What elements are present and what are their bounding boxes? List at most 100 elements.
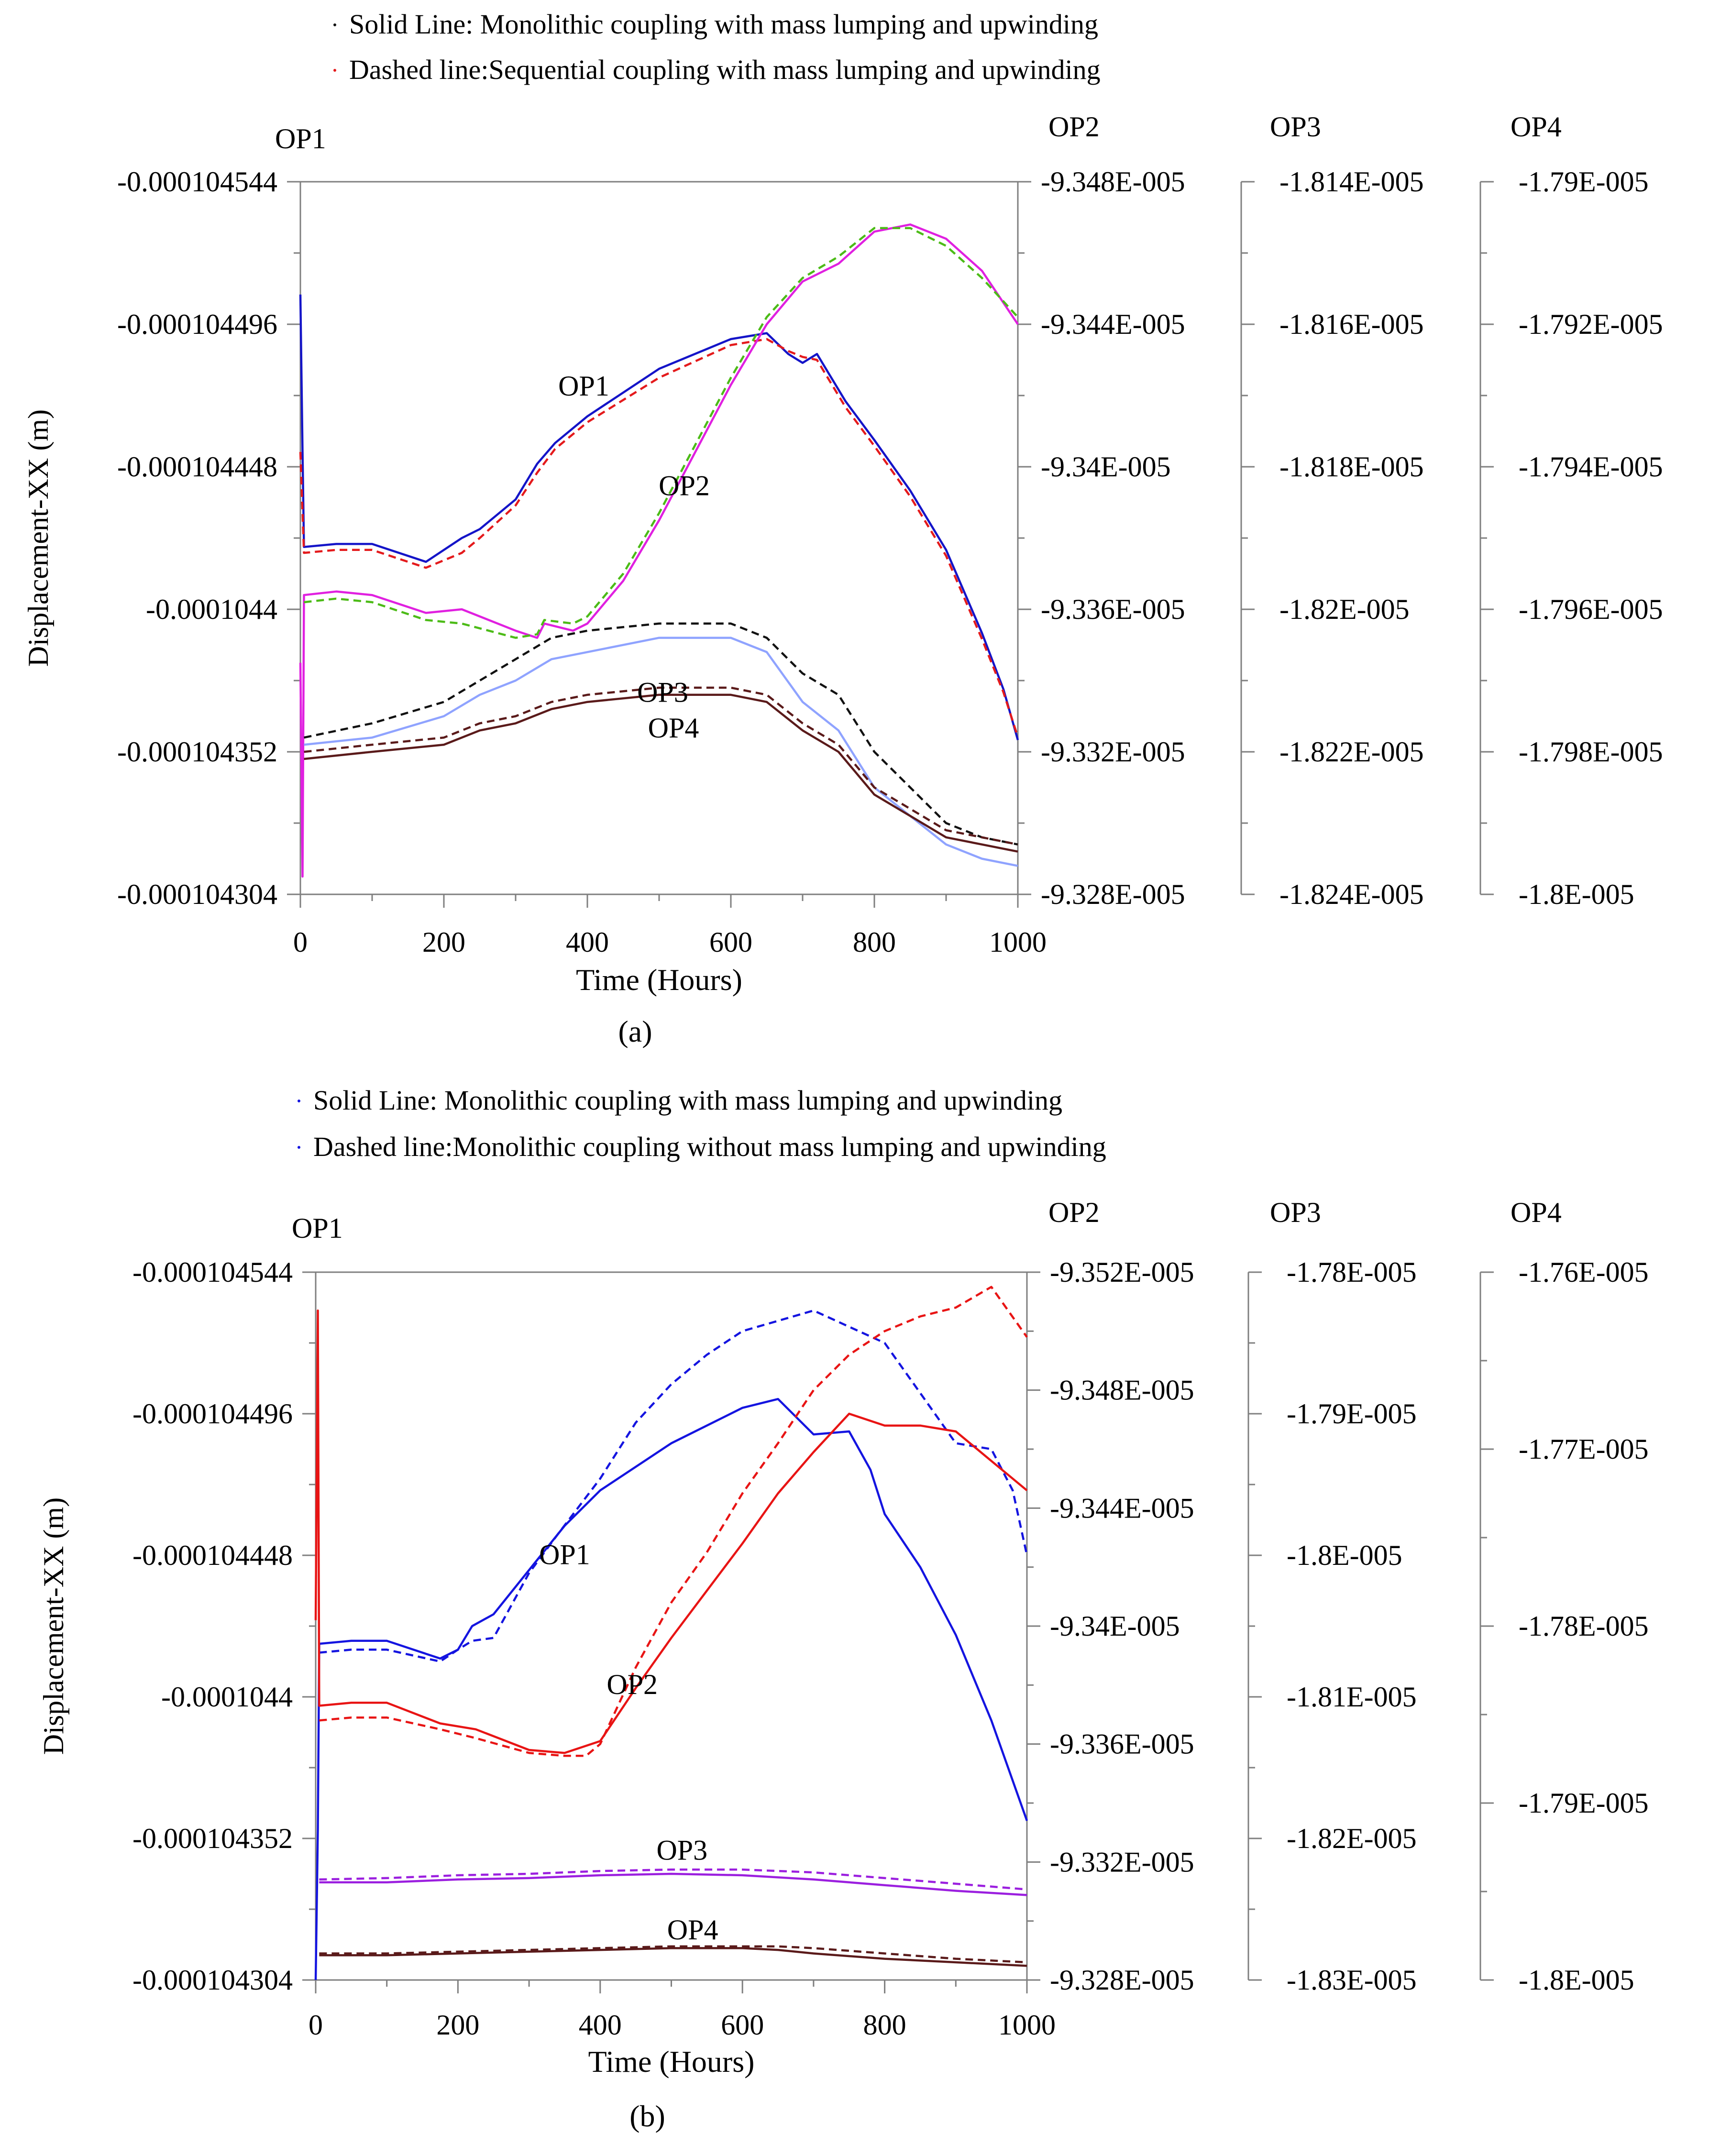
series-line-op3-solid xyxy=(319,1872,1027,1896)
annotation-op1: OP1 xyxy=(539,1539,590,1571)
tick-label: -1.79E-005 xyxy=(1519,166,1649,198)
series-group xyxy=(314,1286,1028,1980)
tick-label: -9.332E-005 xyxy=(1050,1846,1194,1878)
panel-label: (a) xyxy=(618,1014,652,1048)
annotation-op3: OP3 xyxy=(656,1834,707,1866)
annotation-op4: OP4 xyxy=(667,1914,718,1946)
y-axis-op2: -9.348E-005 -9.344E-005 -9.34E-005 -9.336E-… xyxy=(1018,111,1185,910)
series-line-op3-solid xyxy=(304,637,1018,867)
tick-label: -0.0001044 xyxy=(161,1681,293,1713)
axis-title: OP2 xyxy=(1048,1197,1100,1228)
tick-label: -9.336E-005 xyxy=(1050,1728,1194,1760)
tick-label: -1.818E-005 xyxy=(1279,451,1424,483)
tick-label: -1.77E-005 xyxy=(1519,1433,1649,1465)
legend-entry: Dashed line:Sequential coupling with mas… xyxy=(349,54,1101,85)
tick-label: -9.328E-005 xyxy=(1041,879,1185,910)
y-axis-op4: -1.79E-005 -1.792E-005 -1.794E-005 -1.796E-… xyxy=(1479,111,1663,910)
tick-label: -9.348E-005 xyxy=(1050,1375,1194,1406)
tick-label: -1.79E-005 xyxy=(1519,1787,1649,1819)
series-line-op2-solid xyxy=(314,1309,1028,1754)
tick-label: -1.798E-005 xyxy=(1519,736,1663,768)
tick-label: -0.000104304 xyxy=(132,1964,293,1996)
annotation-op3: OP3 xyxy=(637,677,688,708)
x-tick-label: 400 xyxy=(579,2009,622,2041)
panel-label: (b) xyxy=(629,2099,665,2133)
tick-label: -1.824E-005 xyxy=(1279,879,1424,910)
annotation-op2: OP2 xyxy=(659,470,710,502)
axis-title: OP1 xyxy=(275,123,326,154)
tick-label: -0.0001044 xyxy=(146,594,277,625)
tick-label: -1.78E-005 xyxy=(1519,1610,1649,1642)
axis-title: OP1 xyxy=(292,1212,343,1244)
legend-entry: Solid Line: Monolithic coupling with mas… xyxy=(349,9,1098,40)
tick-label: -1.81E-005 xyxy=(1287,1681,1417,1713)
y-axis-label: Displacement-XX (m) xyxy=(38,1497,69,1755)
series-line-op2-dashed xyxy=(304,227,1019,639)
y-axis-op1: -0.000104544 -0.000104496 -0.000104448 -0.0… xyxy=(117,123,326,910)
x-tick-label: 800 xyxy=(863,2009,906,2041)
tick-label: -1.822E-005 xyxy=(1279,736,1424,768)
axis-title: OP3 xyxy=(1270,1197,1321,1228)
x-tick-label: 600 xyxy=(709,926,752,958)
tick-label: -0.000104544 xyxy=(132,1256,293,1288)
x-tick-label: 400 xyxy=(566,926,609,958)
tick-label: -9.34E-005 xyxy=(1041,451,1171,483)
tick-label: -1.82E-005 xyxy=(1279,594,1410,625)
y-axis-op2: -9.352E-005 -9.348E-005 -9.344E-005 -9.34E-… xyxy=(1027,1197,1194,1996)
annotation-op4: OP4 xyxy=(648,712,699,744)
legend-entry: Dashed line:Monolithic coupling without … xyxy=(313,1131,1106,1162)
tick-label: -0.000104496 xyxy=(117,308,277,340)
x-tick-label: 200 xyxy=(436,2009,479,2041)
tick-label: -1.8E-005 xyxy=(1519,879,1634,910)
x-tick-label: 0 xyxy=(293,926,308,958)
legend-marker xyxy=(333,23,336,26)
tick-label: -0.000104496 xyxy=(132,1398,293,1430)
axis-title: OP2 xyxy=(1048,111,1100,143)
tick-label: -9.34E-005 xyxy=(1050,1610,1180,1642)
tick-label: -0.000104352 xyxy=(117,736,277,768)
x-tick-label: 200 xyxy=(422,926,465,958)
series-line-op4-dashed xyxy=(304,686,1018,846)
series-line-op1-solid xyxy=(314,1397,1028,1980)
x-tick-label: 1000 xyxy=(989,926,1047,958)
y-axis-label: Displacement-XX (m) xyxy=(22,409,54,667)
legend-entry: Solid Line: Monolithic coupling with mas… xyxy=(313,1085,1062,1116)
x-tick-label: 1000 xyxy=(998,2009,1056,2041)
tick-label: -9.344E-005 xyxy=(1050,1492,1194,1524)
tick-label: -0.000104304 xyxy=(117,879,277,910)
panel-a: Solid Line: Monolithic coupling with mas… xyxy=(22,9,1663,1048)
y-axis-op1: -0.000104544 -0.000104496 -0.000104448 -0.0… xyxy=(132,1212,343,1996)
series-line-op4-solid xyxy=(304,693,1018,853)
tick-label: -1.816E-005 xyxy=(1279,308,1424,340)
series-line-op1-dashed xyxy=(319,1309,1028,1663)
axis-title: OP3 xyxy=(1270,111,1321,143)
tick-label: -0.000104352 xyxy=(132,1823,293,1854)
series-line-op2-solid xyxy=(299,223,1019,878)
series-line-op3-dashed xyxy=(319,1868,1027,1891)
tick-label: -1.83E-005 xyxy=(1287,1964,1417,1996)
tick-label: -1.794E-005 xyxy=(1519,451,1663,483)
series-group xyxy=(299,223,1019,878)
tick-label: -1.814E-005 xyxy=(1279,166,1424,198)
tick-label: -1.78E-005 xyxy=(1287,1256,1417,1288)
tick-label: -1.79E-005 xyxy=(1287,1398,1417,1430)
tick-label: -1.792E-005 xyxy=(1519,308,1663,340)
series-line-op4-dashed xyxy=(319,1945,1027,1964)
tick-label: -9.328E-005 xyxy=(1050,1964,1194,1996)
y-axis-op4: -1.76E-005 -1.77E-005 -1.78E-005 -1.79E-005… xyxy=(1479,1197,1649,1996)
tick-label: -9.332E-005 xyxy=(1041,736,1185,768)
series-line-op2-dashed xyxy=(319,1286,1028,1757)
annotation-op1: OP1 xyxy=(558,370,609,402)
y-axis-op3: -1.814E-005 -1.816E-005 -1.818E-005 -1.82E-… xyxy=(1240,111,1424,910)
tick-label: -1.8E-005 xyxy=(1287,1540,1402,1571)
legend-marker xyxy=(298,1146,300,1149)
x-axis-label: Time (Hours) xyxy=(588,2045,755,2079)
panel-b: Solid Line: Monolithic coupling with mas… xyxy=(38,1085,1649,2133)
axis-title: OP4 xyxy=(1511,1197,1562,1228)
tick-label: -1.82E-005 xyxy=(1287,1823,1417,1854)
tick-label: -9.348E-005 xyxy=(1041,166,1185,198)
tick-label: -9.344E-005 xyxy=(1041,308,1185,340)
legend-marker xyxy=(298,1100,300,1102)
y-axis-op3: -1.78E-005 -1.79E-005 -1.8E-005 -1.81E-005 -… xyxy=(1247,1197,1417,1996)
